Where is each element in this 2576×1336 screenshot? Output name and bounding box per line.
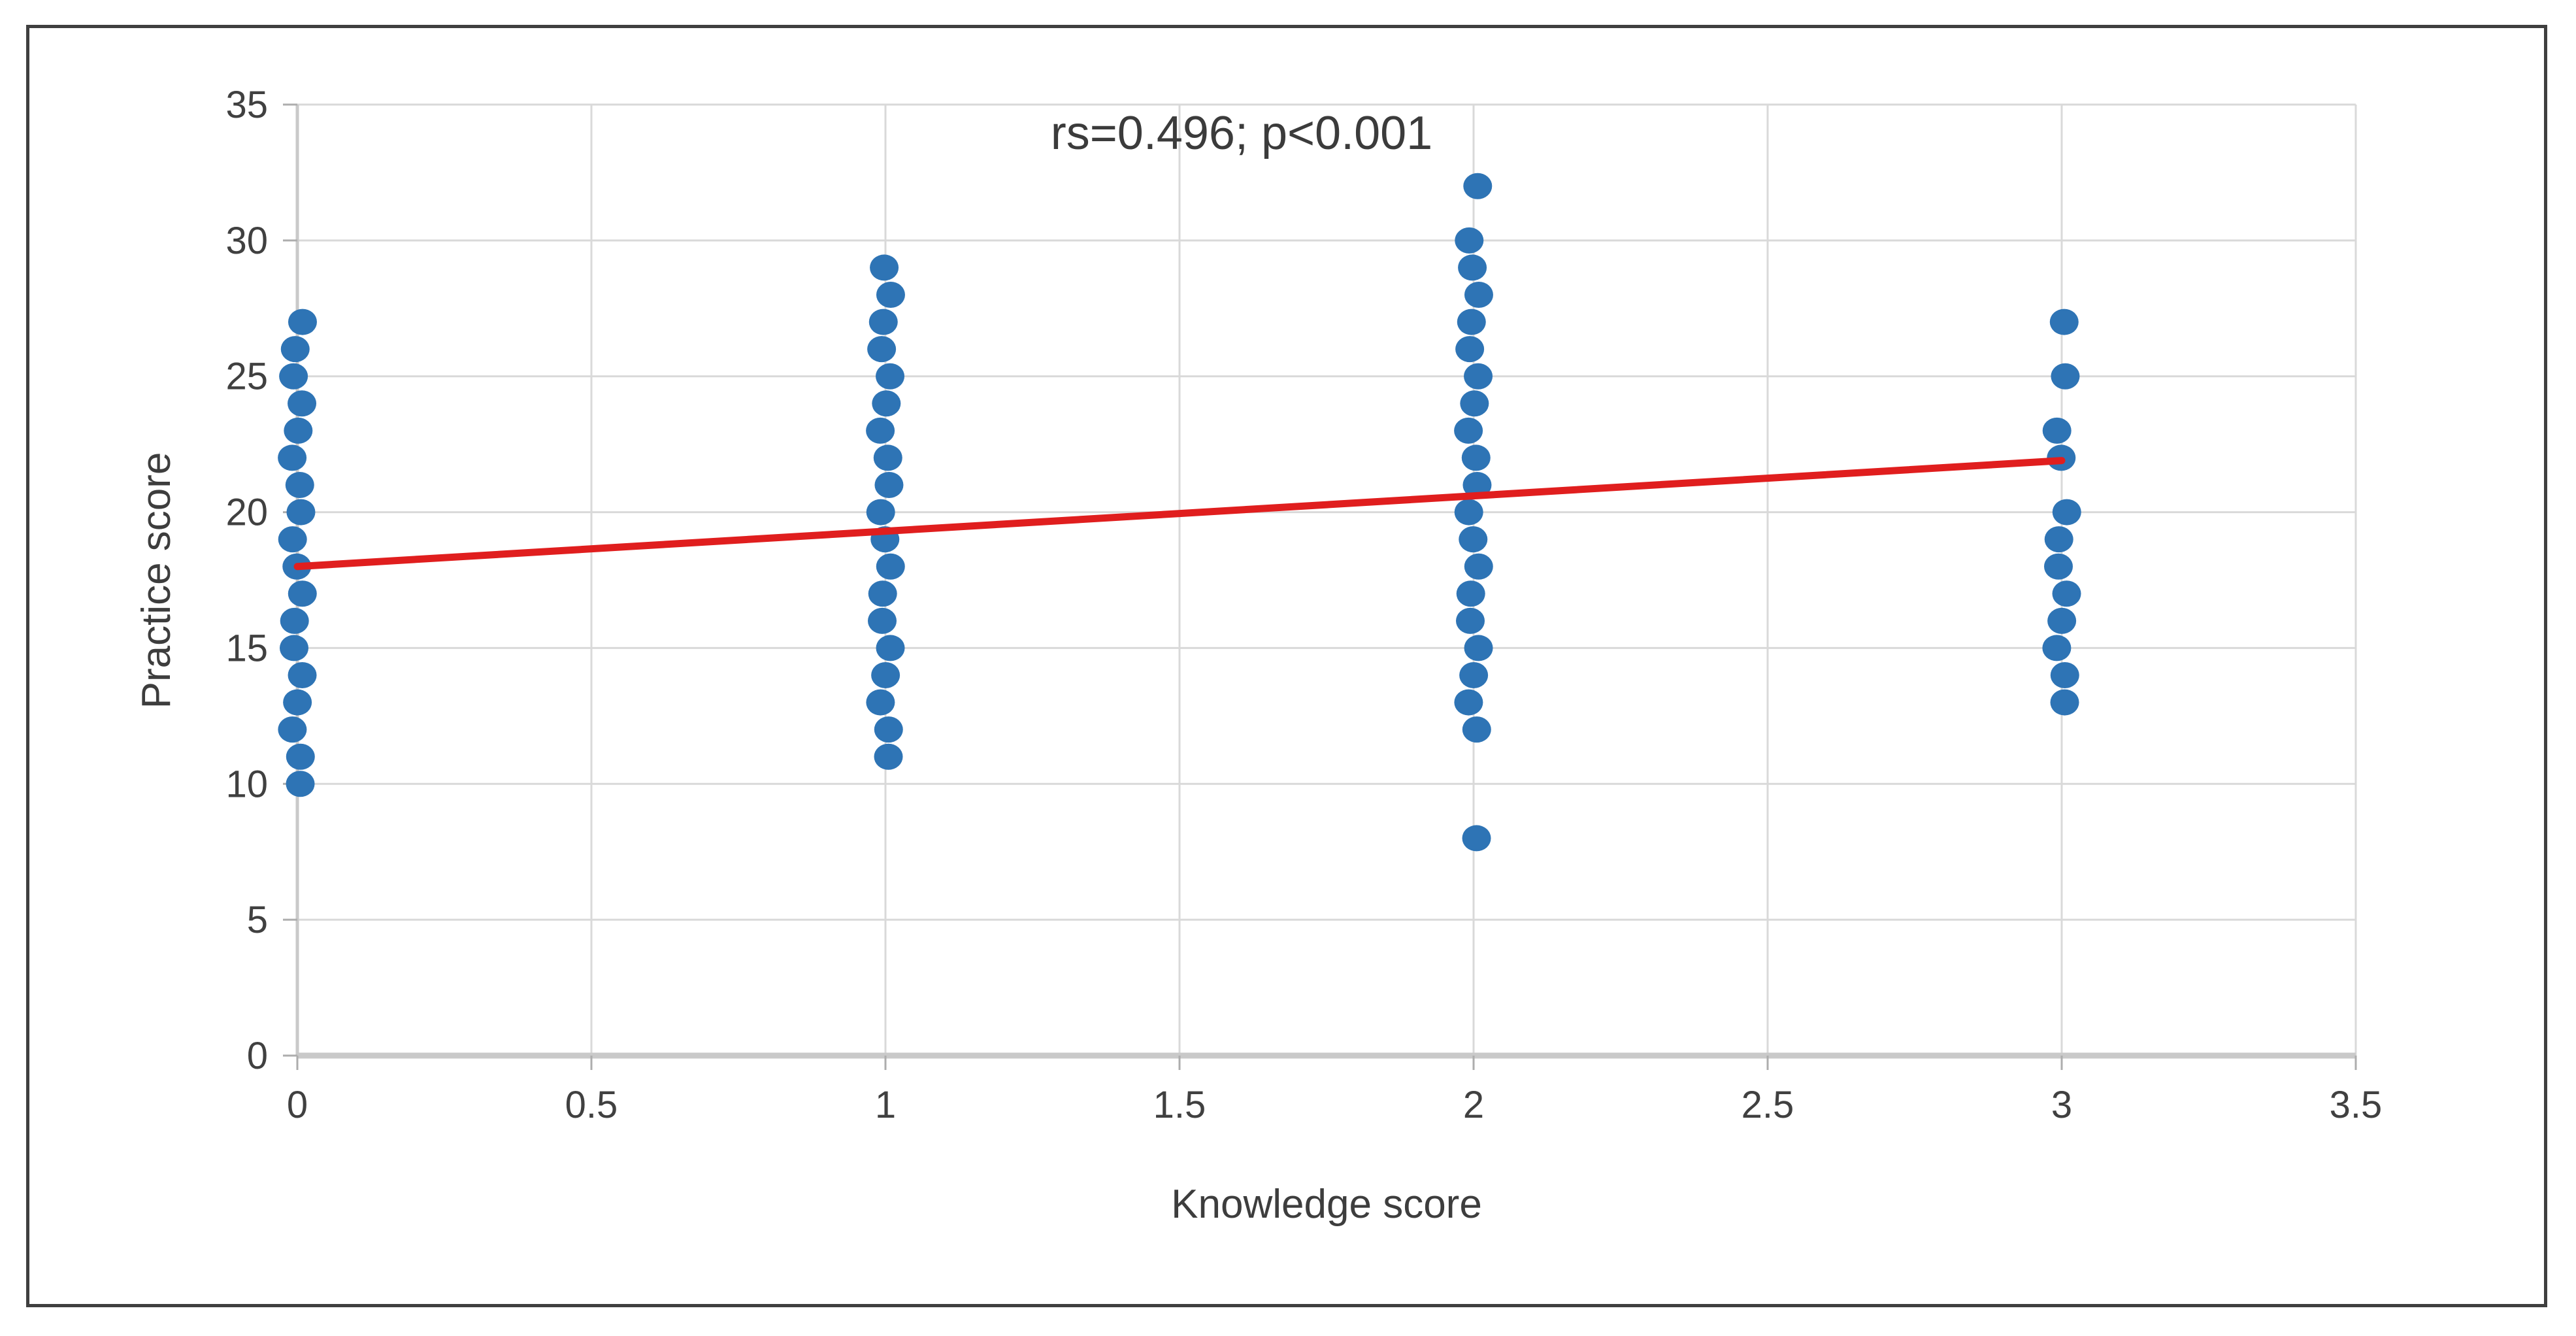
data-point bbox=[1463, 173, 1493, 199]
data-point bbox=[278, 526, 307, 553]
data-point bbox=[1462, 472, 1492, 498]
data-point bbox=[1464, 282, 1493, 308]
data-point bbox=[286, 743, 315, 770]
data-points-layer bbox=[278, 173, 2081, 852]
data-point bbox=[1464, 363, 1493, 390]
x-tick-label: 1.5 bbox=[1153, 1084, 1206, 1126]
tick-marks-layer bbox=[283, 103, 2357, 1070]
y-axis-title: Practice score bbox=[134, 452, 179, 709]
axes-layer bbox=[295, 105, 2356, 1059]
data-point bbox=[874, 716, 903, 743]
data-point bbox=[284, 417, 313, 444]
x-tick-label: 0 bbox=[287, 1084, 308, 1126]
data-point bbox=[876, 553, 905, 580]
x-tick-label: 2 bbox=[1463, 1084, 1484, 1126]
data-point bbox=[288, 390, 317, 417]
data-point bbox=[1458, 254, 1487, 281]
data-point bbox=[2042, 635, 2072, 661]
data-point bbox=[876, 363, 905, 390]
annotation: rs=0.496; p<0.001 bbox=[1051, 107, 1432, 159]
data-point bbox=[876, 282, 905, 308]
data-point bbox=[2052, 580, 2081, 607]
tick-labels-layer: 0 0.5 1 1.5 2 2.5 3 3.5 0 5 10 15 20 25 30 35 bbox=[225, 84, 2382, 1126]
trendline-layer bbox=[293, 457, 2066, 571]
data-point bbox=[280, 336, 310, 363]
data-point bbox=[285, 472, 314, 498]
data-point bbox=[1455, 227, 1484, 254]
x-tick-label: 3 bbox=[2051, 1084, 2072, 1126]
data-point bbox=[283, 689, 312, 716]
data-point bbox=[867, 336, 897, 363]
data-point bbox=[1462, 716, 1491, 743]
gridlines-layer bbox=[297, 103, 2357, 1056]
data-point bbox=[1455, 336, 1485, 363]
trendline bbox=[293, 457, 2066, 571]
data-point bbox=[866, 417, 895, 444]
x-axis-title: Knowledge score bbox=[1171, 1182, 1482, 1227]
data-point bbox=[1461, 444, 1491, 471]
data-point bbox=[1454, 417, 1483, 444]
y-tick-label: 0 bbox=[247, 1035, 268, 1077]
data-point bbox=[2052, 499, 2081, 526]
data-point bbox=[871, 662, 900, 688]
data-point bbox=[2047, 607, 2077, 634]
data-point bbox=[2051, 363, 2080, 390]
data-point bbox=[867, 607, 897, 634]
data-point bbox=[2050, 689, 2079, 716]
data-point bbox=[1460, 390, 1489, 417]
data-point bbox=[866, 689, 895, 716]
data-point bbox=[2049, 309, 2079, 335]
data-point bbox=[1454, 499, 1483, 526]
x-tick-label: 0.5 bbox=[565, 1084, 618, 1126]
data-point bbox=[874, 743, 903, 770]
data-point bbox=[872, 390, 901, 417]
y-tick-label: 30 bbox=[225, 220, 268, 262]
data-point bbox=[288, 309, 317, 335]
data-point bbox=[873, 444, 902, 471]
data-point bbox=[1459, 526, 1488, 553]
data-point bbox=[868, 309, 898, 335]
data-point bbox=[868, 580, 897, 607]
y-tick-label: 10 bbox=[225, 763, 268, 805]
data-point bbox=[874, 472, 904, 498]
data-point bbox=[1454, 689, 1483, 716]
data-point bbox=[2044, 526, 2073, 553]
data-point bbox=[1457, 309, 1486, 335]
data-point bbox=[1455, 607, 1485, 634]
scatter-chart: 0 0.5 1 1.5 2 2.5 3 3.5 0 5 10 15 20 25 30 35 rs=0.496;… bbox=[134, 84, 2382, 1227]
data-point bbox=[288, 662, 317, 688]
data-point bbox=[279, 635, 308, 661]
data-point bbox=[1459, 662, 1489, 688]
data-point bbox=[1456, 580, 1485, 607]
data-point bbox=[1464, 553, 1493, 580]
x-tick-label: 3.5 bbox=[2330, 1084, 2383, 1126]
data-point bbox=[1464, 635, 1493, 661]
y-tick-label: 5 bbox=[247, 899, 268, 941]
y-tick-label: 20 bbox=[225, 492, 268, 534]
data-point bbox=[288, 580, 317, 607]
y-tick-label: 35 bbox=[225, 84, 268, 126]
data-point bbox=[278, 716, 307, 743]
data-point bbox=[870, 254, 899, 281]
x-tick-label: 1 bbox=[875, 1084, 896, 1126]
data-point bbox=[286, 771, 315, 797]
data-point bbox=[1462, 825, 1491, 852]
data-point bbox=[2042, 417, 2072, 444]
data-point bbox=[286, 499, 316, 526]
data-point bbox=[2050, 662, 2079, 688]
data-point bbox=[278, 444, 307, 471]
data-point bbox=[279, 363, 308, 390]
y-tick-label: 15 bbox=[225, 627, 268, 669]
data-point bbox=[280, 607, 309, 634]
data-point bbox=[876, 635, 905, 661]
figure-border: 0 0.5 1 1.5 2 2.5 3 3.5 0 5 10 15 20 25 30 35 rs=0.496;… bbox=[26, 25, 2547, 1307]
y-tick-label: 25 bbox=[225, 356, 268, 398]
data-point bbox=[866, 499, 895, 526]
data-point bbox=[2043, 553, 2073, 580]
x-tick-label: 2.5 bbox=[1742, 1084, 1794, 1126]
